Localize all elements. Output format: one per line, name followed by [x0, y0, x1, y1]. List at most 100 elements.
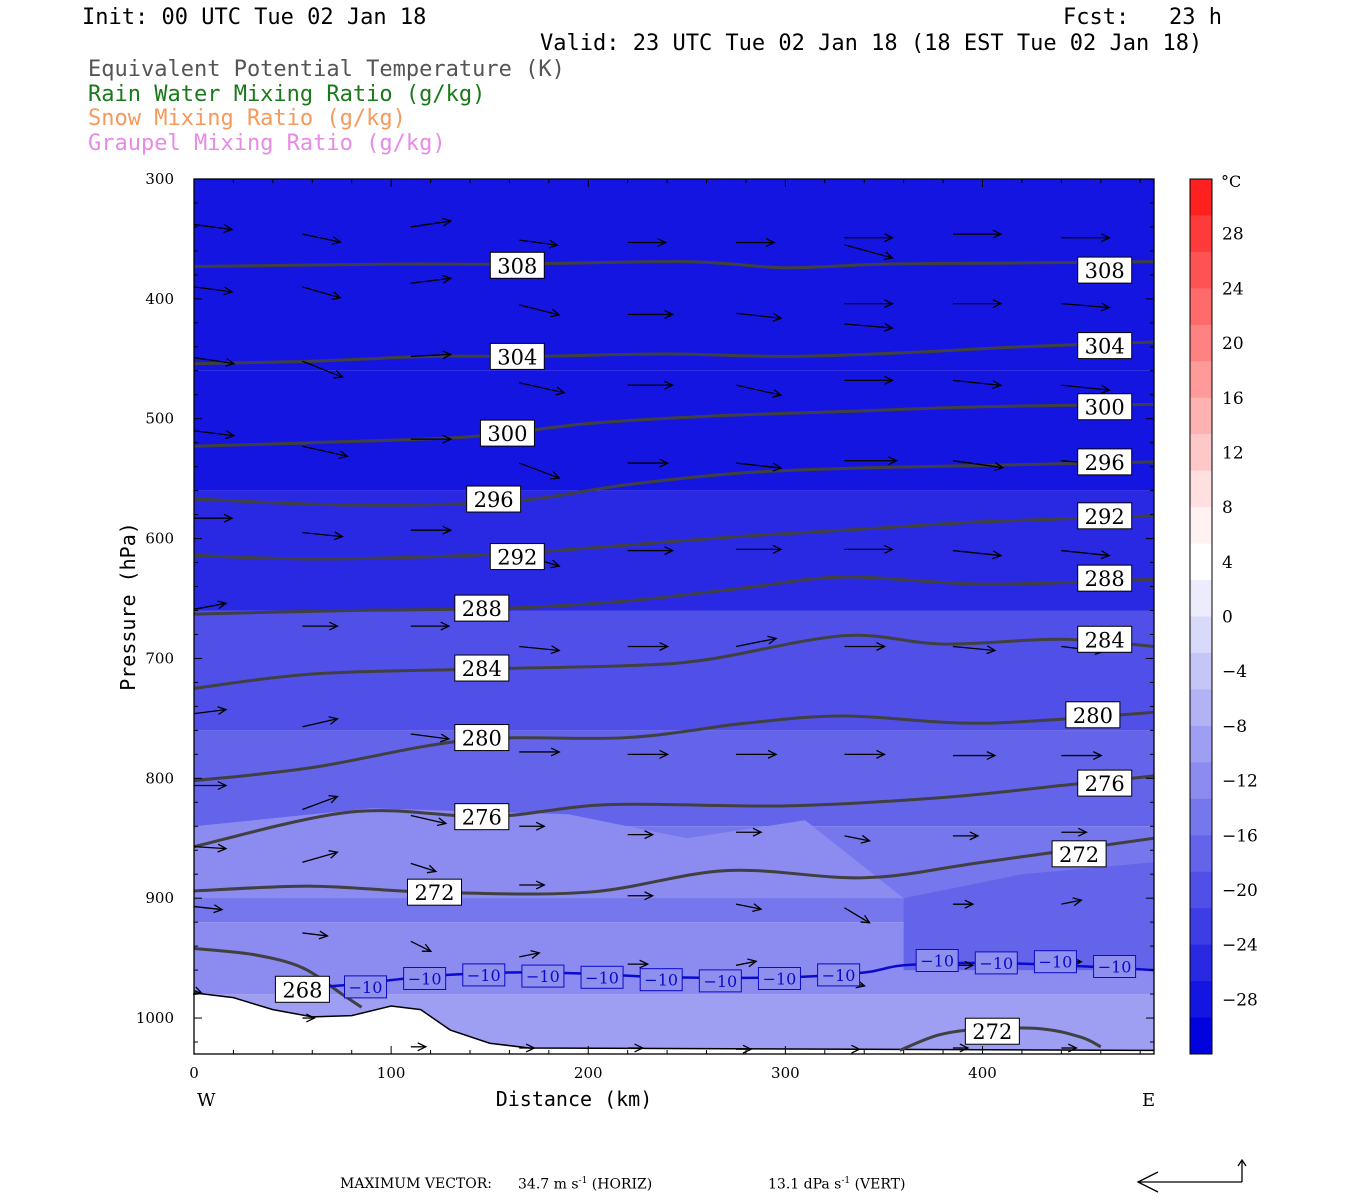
- wind-vector: [1061, 827, 1088, 837]
- x-axis-label: Distance (km): [496, 1087, 653, 1111]
- theta-e-contour: [194, 710, 1154, 783]
- contour-label: 272: [964, 1017, 1020, 1045]
- wind-vector: [844, 1044, 862, 1054]
- contour-label: 296: [1077, 448, 1133, 476]
- wind-vector: [193, 223, 234, 233]
- wind-vector: [952, 751, 997, 761]
- wind-vector: [302, 716, 339, 728]
- contour-label: 268: [274, 975, 330, 1003]
- wind-vector: [302, 233, 342, 245]
- colorbar-label: 12: [1222, 443, 1244, 463]
- svg-text:288: 288: [1085, 567, 1125, 591]
- contour-label: 272: [406, 878, 462, 906]
- wind-vector: [519, 880, 546, 890]
- wind-vector: [952, 831, 980, 841]
- isotherm-label: −10: [343, 975, 387, 999]
- wind-vector: [1061, 384, 1111, 394]
- wind-vectors: [192, 217, 1111, 1054]
- max-vector-horiz: 34.7 m s-1 (HORIZ): [518, 1176, 653, 1193]
- wind-vector: [844, 907, 871, 924]
- legend-graupel: Graupel Mixing Ratio (g/kg): [88, 131, 446, 156]
- colorbar-label: 20: [1222, 334, 1244, 354]
- wind-vector: [410, 525, 453, 535]
- wind-vector: [736, 312, 783, 322]
- y-tick-label: 1000: [136, 1009, 174, 1027]
- isotherm-label: −10: [521, 964, 565, 988]
- svg-text:288: 288: [462, 597, 502, 621]
- y-axis-label: Pressure (hPa): [116, 522, 140, 691]
- svg-text:−10: −10: [644, 971, 678, 990]
- wind-vector: [844, 375, 895, 385]
- theta-e-contour: [194, 947, 363, 1009]
- wind-vector: [410, 814, 448, 827]
- wind-vector: [410, 274, 453, 284]
- wind-vector: [736, 544, 783, 554]
- wind-vector: [844, 456, 899, 466]
- svg-text:280: 280: [1073, 704, 1113, 728]
- wind-vector: [844, 233, 895, 243]
- svg-text:−10: −10: [979, 954, 1013, 973]
- svg-text:−10: −10: [1039, 953, 1073, 972]
- colorbar-swatch: [1190, 944, 1212, 982]
- colorbar-swatch: [1190, 361, 1212, 399]
- wind-vector: [627, 830, 655, 840]
- wind-vector: [844, 749, 887, 759]
- y-tick-label: 900: [145, 889, 174, 907]
- x-tick-label: 300: [771, 1064, 800, 1082]
- isotherm-label: −10: [817, 963, 861, 987]
- contour-label: 288: [454, 594, 510, 622]
- reference-vector: [1136, 1158, 1247, 1193]
- svg-text:296: 296: [1085, 451, 1125, 475]
- wind-vector: [410, 733, 451, 743]
- contour-label: 292: [489, 543, 545, 571]
- wind-vector: [844, 834, 871, 844]
- wind-vector: [193, 904, 224, 914]
- svg-text:−10: −10: [1098, 958, 1132, 977]
- wind-vector: [410, 350, 453, 360]
- y-tick-label: 400: [145, 290, 174, 308]
- max-vector-vert: 13.1 dPa s-1 (VERT): [768, 1176, 906, 1193]
- theta-e-contour: [194, 402, 1154, 448]
- colorbar-swatch: [1190, 215, 1212, 253]
- y-tick-label: 300: [145, 170, 174, 188]
- x-tick-label: 400: [968, 1064, 997, 1082]
- wind-vector: [193, 600, 228, 610]
- wind-vector: [735, 958, 758, 968]
- wind-vector: [193, 430, 236, 440]
- contour-label: 296: [466, 485, 522, 513]
- temperature-band: [194, 370, 1154, 491]
- wind-vector: [735, 903, 763, 913]
- x-tick-label: 100: [377, 1064, 406, 1082]
- temperature-shading: [194, 179, 1154, 1054]
- temperature-band: [194, 179, 1154, 371]
- colorbar-label: −8: [1222, 717, 1247, 737]
- svg-text:272: 272: [1059, 843, 1099, 867]
- colorbar-label: −24: [1222, 936, 1258, 956]
- temperature-region: [903, 862, 1154, 971]
- contour-label: 304: [489, 342, 545, 370]
- svg-text:284: 284: [462, 657, 502, 681]
- svg-text:−10: −10: [349, 978, 383, 997]
- isotherm-label: −10: [915, 949, 959, 973]
- colorbar-unit: °C: [1221, 172, 1241, 191]
- wind-vector: [627, 380, 675, 390]
- wind-vector: [952, 899, 975, 909]
- wind-vector: [193, 286, 234, 296]
- contour-label: 276: [1077, 769, 1133, 797]
- y-tick-label: 500: [145, 410, 174, 428]
- wind-vector: [193, 356, 236, 367]
- wind-vector: [1061, 1043, 1078, 1053]
- wind-vector: [952, 549, 1003, 560]
- wind-vector: [519, 645, 561, 655]
- svg-text:304: 304: [497, 345, 537, 369]
- svg-text:272: 272: [414, 881, 454, 905]
- terrain: [193, 992, 1155, 1054]
- wind-vector: [410, 1042, 428, 1052]
- wind-vector: [952, 229, 1003, 239]
- wind-vector: [519, 821, 546, 831]
- svg-text:300: 300: [1085, 396, 1125, 420]
- forecast-hour: Fcst: 23 h: [1063, 5, 1222, 30]
- svg-text:296: 296: [474, 488, 514, 512]
- wind-vector: [952, 379, 1003, 390]
